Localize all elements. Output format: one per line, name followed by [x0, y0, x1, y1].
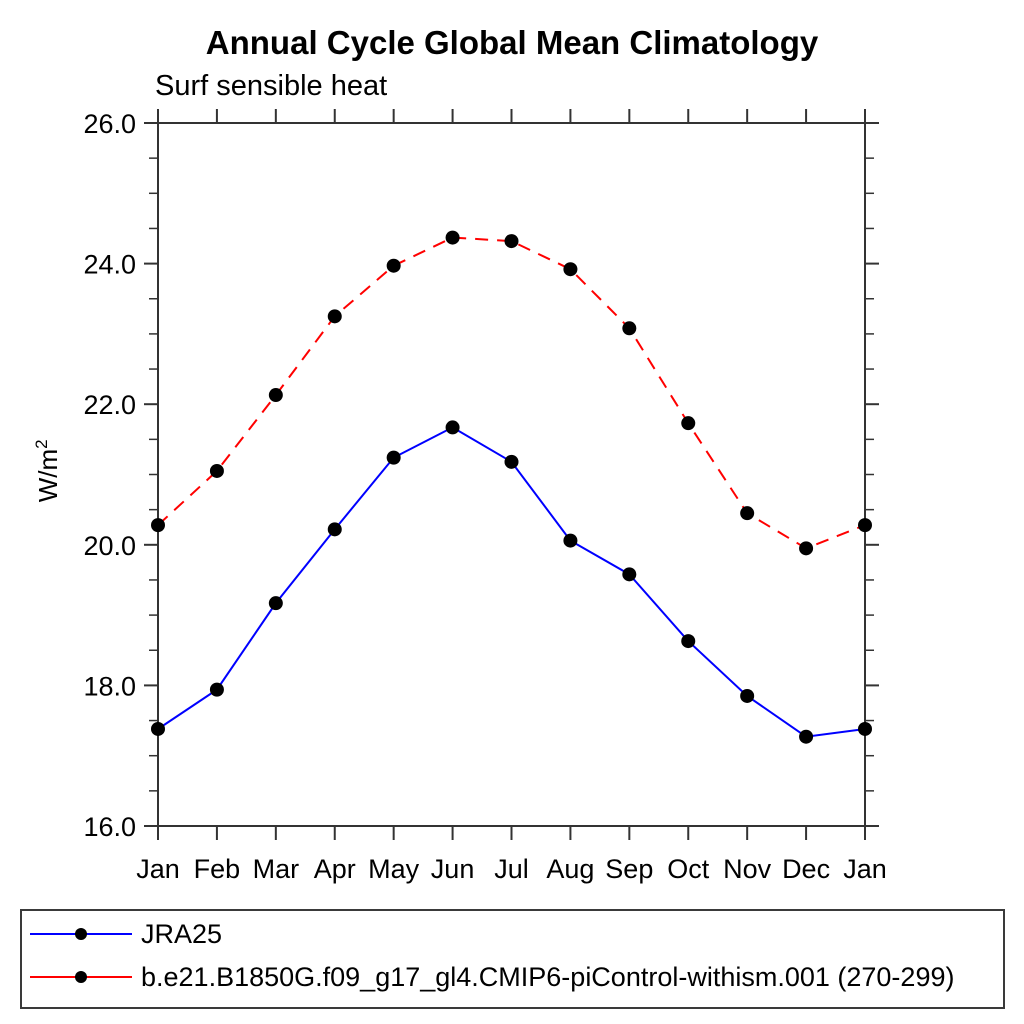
data-point-marker — [386, 258, 401, 273]
data-point-marker — [681, 634, 696, 649]
legend-dashed-line-marker-icon — [30, 971, 132, 983]
x-tick-label: Aug — [546, 854, 594, 884]
data-point-marker — [151, 721, 165, 736]
series-line-jra25 — [157, 426, 866, 738]
y-tick-label: 26.0 — [83, 109, 136, 139]
data-point-marker — [504, 454, 519, 469]
y-tick-label: 22.0 — [83, 390, 136, 420]
x-tick-label: Jul — [494, 854, 529, 884]
chart-subtitle: Surf sensible heat — [155, 70, 388, 102]
x-tick-label: Sep — [605, 854, 653, 884]
data-point-marker — [209, 682, 224, 697]
data-point-marker — [799, 541, 814, 556]
chart-title: Annual Cycle Global Mean Climatology — [205, 24, 819, 61]
data-point-marker — [681, 416, 696, 431]
legend-item-jra25: JRA25 — [22, 918, 1003, 949]
data-point-marker — [563, 533, 578, 548]
data-point-marker — [563, 262, 578, 277]
y-tick-label: 18.0 — [83, 671, 136, 701]
data-point-marker — [740, 506, 755, 521]
data-point-marker — [327, 309, 342, 324]
data-point-marker — [268, 596, 283, 611]
x-tick-label: Nov — [723, 854, 772, 884]
x-tick-label: Feb — [194, 854, 241, 884]
x-tick-label: Dec — [782, 854, 830, 884]
data-point-marker — [740, 688, 755, 703]
legend-label-jra25: JRA25 — [141, 918, 223, 949]
data-point-marker — [858, 518, 872, 533]
legend: JRA25 b.e21.B1850G.f09_g17_gl4.CMIP6-piC… — [20, 909, 1005, 1009]
x-tick-label: Jun — [431, 854, 475, 884]
data-point-marker — [445, 420, 460, 435]
x-tick-label: Mar — [253, 854, 300, 884]
x-tick-label: Oct — [667, 854, 710, 884]
x-tick-label: Jan — [843, 854, 887, 884]
x-tick-label: Apr — [314, 854, 356, 884]
y-tick-label: 20.0 — [83, 531, 136, 561]
series-line-model — [157, 236, 866, 550]
y-tick-label: 24.0 — [83, 250, 136, 280]
y-tick-label: 16.0 — [83, 812, 136, 842]
x-tick-label: Jan — [136, 854, 180, 884]
legend-item-model: b.e21.B1850G.f09_g17_gl4.CMIP6-piControl… — [22, 961, 1003, 992]
data-point-marker — [268, 388, 283, 403]
data-point-marker — [151, 518, 165, 533]
data-point-marker — [799, 729, 814, 744]
data-point-marker — [622, 321, 637, 336]
data-point-marker — [445, 230, 460, 245]
legend-solid-line-marker-icon — [30, 928, 132, 940]
data-point-marker — [386, 450, 401, 465]
data-point-marker — [209, 463, 224, 478]
data-point-marker — [504, 234, 519, 249]
x-tick-label: May — [368, 854, 420, 884]
data-point-marker — [858, 721, 872, 736]
data-point-marker — [327, 522, 342, 537]
legend-label-model: b.e21.B1850G.f09_g17_gl4.CMIP6-piControl… — [141, 961, 955, 992]
data-point-marker — [622, 567, 637, 582]
